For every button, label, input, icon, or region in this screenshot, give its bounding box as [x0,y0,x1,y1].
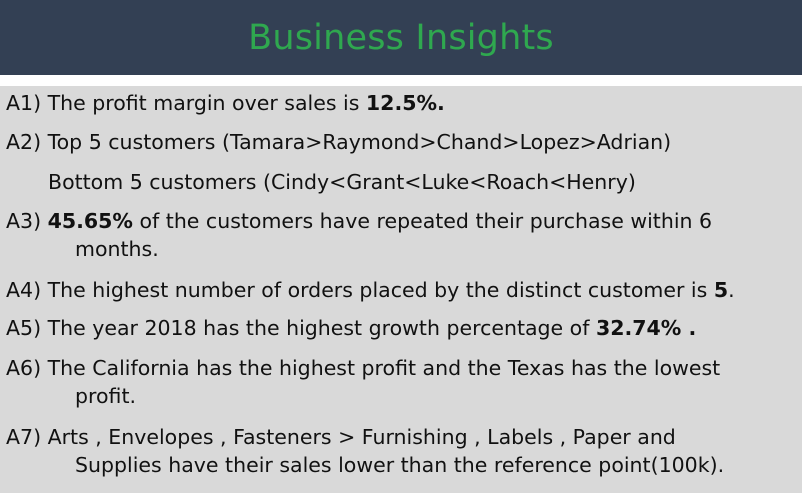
insight-a5: A5) The year 2018 has the highest growth… [6,314,696,342]
insight-a5-text: A5) The year 2018 has the highest growth… [6,316,596,340]
insight-a4-suffix: . [728,278,735,302]
insight-a3-text: of the customers have repeated their pur… [132,209,713,233]
insights-panel [0,86,802,493]
insight-a4: A4) The highest number of orders placed … [6,276,735,304]
insight-a1-value: 12.5%. [365,91,445,115]
header-bar: Business Insights [0,0,802,75]
insight-a5-value: 32.74% . [595,316,697,340]
insight-a1: A1) The profit margin over sales is 12.5… [6,89,445,117]
page-title: Business Insights [248,17,554,58]
insight-a2: A2) Top 5 customers (Tamara>Raymond>Chan… [6,130,672,154]
insight-a7: A7) Arts , Envelopes , Fasteners > Furni… [6,425,676,449]
insight-a4-text: A4) The highest number of orders placed … [6,278,714,302]
insight-a4-value: 5 [713,278,729,302]
insight-a6: A6) The California has the highest profi… [6,356,721,380]
insight-a1-text: A1) The profit margin over sales is [6,91,366,115]
insight-a3-label: A3) [6,209,48,233]
insight-a3: A3) 45.65% of the customers have repeate… [6,207,712,235]
insight-a6-cont: profit. [75,384,136,408]
insight-a7-cont: Supplies have their sales lower than the… [75,453,725,477]
insight-a2-bottom: Bottom 5 customers (Cindy<Grant<Luke<Roa… [48,170,636,194]
insight-a3-cont: months. [75,237,159,261]
insight-a3-value: 45.65% [47,209,133,233]
